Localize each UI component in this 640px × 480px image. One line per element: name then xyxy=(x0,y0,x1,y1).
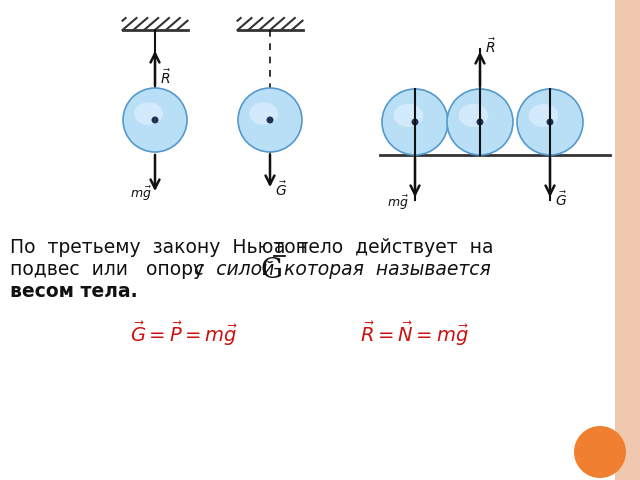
Ellipse shape xyxy=(134,102,163,125)
Circle shape xyxy=(447,89,513,155)
Circle shape xyxy=(412,119,419,125)
Circle shape xyxy=(517,89,583,155)
Circle shape xyxy=(123,88,187,152)
Ellipse shape xyxy=(529,104,558,127)
Circle shape xyxy=(547,119,554,125)
Bar xyxy=(615,0,640,480)
Ellipse shape xyxy=(394,104,423,127)
Text: По  третьему  закону  Ньютон: По третьему закону Ньютон xyxy=(10,238,308,257)
Circle shape xyxy=(152,117,159,123)
Ellipse shape xyxy=(249,102,278,125)
Text: которая  называется: которая называется xyxy=(278,260,491,279)
Text: $\vec{R}=\vec{N}=m\vec{g}$: $\vec{R}=\vec{N}=m\vec{g}$ xyxy=(360,320,468,348)
Text: а  тело  действует  на: а тело действует на xyxy=(274,238,493,257)
Ellipse shape xyxy=(458,104,488,127)
Text: $\vec{G}$: $\vec{G}$ xyxy=(275,180,287,199)
Text: подвес  или   опору: подвес или опору xyxy=(10,260,210,279)
Circle shape xyxy=(238,88,302,152)
Text: $\vec{R}$: $\vec{R}$ xyxy=(160,69,172,87)
Text: весом тела.: весом тела. xyxy=(10,282,138,301)
Circle shape xyxy=(382,89,448,155)
Text: $m\vec{g}$: $m\vec{g}$ xyxy=(387,194,409,212)
Text: $\vec{G}=\vec{P}=m\vec{g}$: $\vec{G}=\vec{P}=m\vec{g}$ xyxy=(130,320,237,348)
Text: G: G xyxy=(260,257,282,284)
Text: с  силой: с силой xyxy=(194,260,280,279)
Text: $\vec{R}$: $\vec{R}$ xyxy=(485,38,497,56)
Circle shape xyxy=(574,426,626,478)
Text: $m\vec{g}$: $m\vec{g}$ xyxy=(130,185,152,203)
Text: $\vec{G}$: $\vec{G}$ xyxy=(555,191,567,209)
Circle shape xyxy=(477,119,483,125)
Circle shape xyxy=(266,117,273,123)
